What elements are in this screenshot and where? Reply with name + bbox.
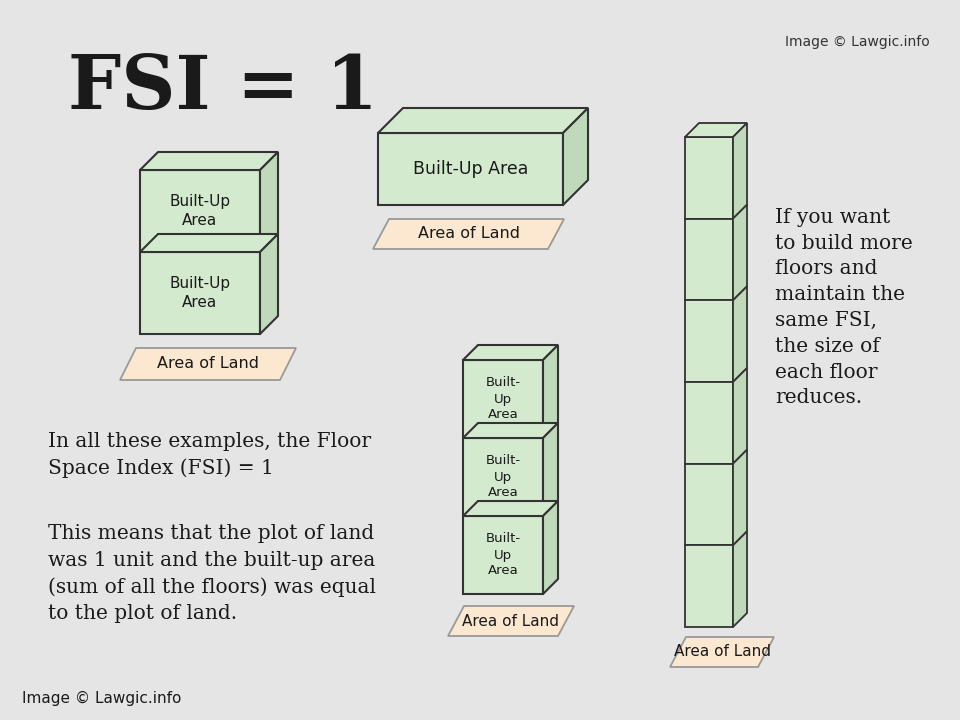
- Text: Built-Up
Area: Built-Up Area: [169, 276, 230, 310]
- Polygon shape: [463, 360, 543, 438]
- Polygon shape: [733, 123, 747, 219]
- Polygon shape: [733, 531, 747, 627]
- Polygon shape: [685, 123, 747, 137]
- Polygon shape: [260, 234, 278, 334]
- Polygon shape: [685, 545, 733, 627]
- Text: Area of Land: Area of Land: [463, 613, 560, 629]
- Text: Image © Lawgic.info: Image © Lawgic.info: [22, 690, 181, 706]
- Polygon shape: [463, 501, 558, 516]
- Polygon shape: [685, 219, 733, 300]
- Polygon shape: [378, 133, 563, 205]
- Polygon shape: [733, 204, 747, 300]
- Polygon shape: [685, 382, 733, 464]
- Polygon shape: [733, 368, 747, 464]
- Text: If you want
to build more
floors and
maintain the
same FSI,
the size of
each flo: If you want to build more floors and mai…: [775, 208, 913, 408]
- Polygon shape: [140, 234, 278, 252]
- Text: Image © Lawgic.info: Image © Lawgic.info: [785, 35, 930, 49]
- Polygon shape: [463, 438, 543, 516]
- Polygon shape: [463, 516, 543, 594]
- Text: Built-
Up
Area: Built- Up Area: [486, 377, 520, 421]
- Polygon shape: [543, 345, 558, 438]
- Text: Area of Land: Area of Land: [157, 356, 259, 372]
- Polygon shape: [373, 219, 564, 249]
- Polygon shape: [685, 137, 733, 219]
- Polygon shape: [448, 606, 574, 636]
- Polygon shape: [140, 152, 278, 170]
- Polygon shape: [733, 287, 747, 382]
- Polygon shape: [463, 423, 558, 438]
- Text: Built-
Up
Area: Built- Up Area: [486, 533, 520, 577]
- Polygon shape: [260, 152, 278, 252]
- Polygon shape: [685, 300, 733, 382]
- Polygon shape: [685, 464, 733, 545]
- Text: Area of Land: Area of Land: [418, 227, 519, 241]
- Text: FSI = 1: FSI = 1: [68, 52, 378, 125]
- Polygon shape: [120, 348, 296, 380]
- Polygon shape: [140, 252, 260, 334]
- Polygon shape: [563, 108, 588, 205]
- Polygon shape: [543, 423, 558, 516]
- Polygon shape: [733, 450, 747, 545]
- Polygon shape: [463, 345, 558, 360]
- Text: Built-
Up
Area: Built- Up Area: [486, 454, 520, 500]
- Text: Built-Up Area: Built-Up Area: [413, 160, 528, 178]
- Text: In all these examples, the Floor
Space Index (FSI) = 1: In all these examples, the Floor Space I…: [48, 432, 372, 479]
- Polygon shape: [140, 170, 260, 252]
- Polygon shape: [543, 501, 558, 594]
- Text: Area of Land: Area of Land: [674, 644, 771, 660]
- Polygon shape: [378, 108, 588, 133]
- Polygon shape: [670, 637, 774, 667]
- Text: This means that the plot of land
was 1 unit and the built-up area
(sum of all th: This means that the plot of land was 1 u…: [48, 524, 376, 624]
- Text: Built-Up
Area: Built-Up Area: [169, 194, 230, 228]
